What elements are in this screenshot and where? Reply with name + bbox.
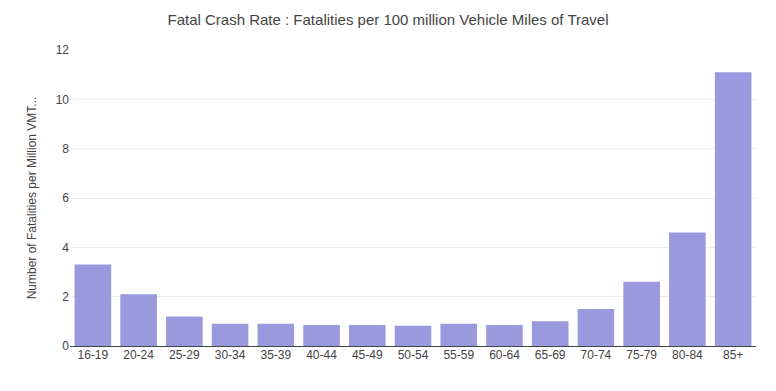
svg-text:50-54: 50-54 bbox=[398, 348, 429, 362]
svg-text:75-79: 75-79 bbox=[626, 348, 657, 362]
svg-text:40-44: 40-44 bbox=[306, 348, 337, 362]
svg-text:2: 2 bbox=[62, 290, 69, 304]
svg-text:10: 10 bbox=[56, 93, 70, 107]
svg-text:85+: 85+ bbox=[723, 348, 743, 362]
svg-text:55-59: 55-59 bbox=[443, 348, 474, 362]
svg-text:70-74: 70-74 bbox=[581, 348, 612, 362]
svg-text:25-29: 25-29 bbox=[169, 348, 200, 362]
svg-text:8: 8 bbox=[62, 142, 69, 156]
svg-text:20-24: 20-24 bbox=[123, 348, 154, 362]
svg-text:Number of Fatalities per Milli: Number of Fatalities per Million VMT... bbox=[25, 97, 39, 300]
svg-text:4: 4 bbox=[62, 241, 69, 255]
svg-text:45-49: 45-49 bbox=[352, 348, 383, 362]
svg-text:6: 6 bbox=[62, 191, 69, 205]
svg-text:60-64: 60-64 bbox=[489, 348, 520, 362]
svg-text:16-19: 16-19 bbox=[78, 348, 109, 362]
svg-text:35-39: 35-39 bbox=[260, 348, 291, 362]
svg-text:65-69: 65-69 bbox=[535, 348, 566, 362]
svg-text:Fatal Crash Rate : Fatalities: Fatal Crash Rate : Fatalities per 100 mi… bbox=[167, 11, 608, 28]
svg-text:12: 12 bbox=[56, 43, 70, 57]
svg-text:30-34: 30-34 bbox=[215, 348, 246, 362]
svg-text:80-84: 80-84 bbox=[672, 348, 703, 362]
svg-text:0: 0 bbox=[62, 339, 69, 353]
